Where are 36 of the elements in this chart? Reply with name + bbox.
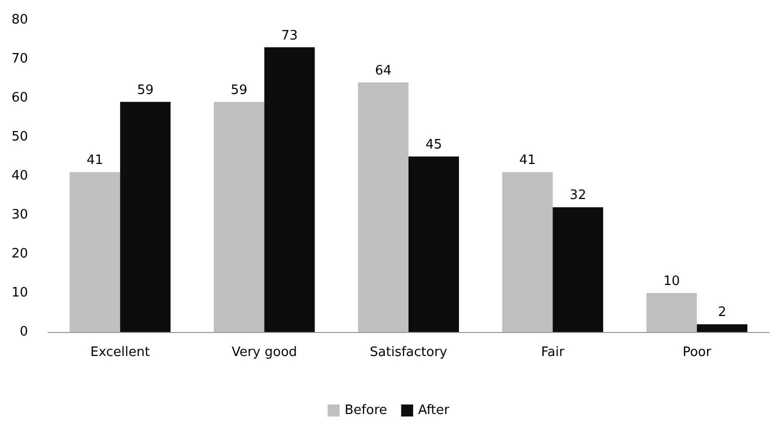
bar (696, 324, 748, 332)
bar (552, 207, 604, 332)
legend-label: Before (344, 403, 388, 418)
data-label: 45 (425, 138, 442, 152)
data-label: 41 (519, 153, 536, 168)
x-tick-label: Fair (541, 345, 565, 360)
data-label: 10 (663, 274, 680, 289)
x-tick-label: Poor (682, 345, 712, 360)
y-tick-label: 30 (11, 208, 28, 222)
data-label: 59 (230, 82, 248, 98)
y-tick-label: 80 (11, 12, 28, 28)
y-tick-label: 0 (20, 324, 28, 340)
legend-label: After (418, 403, 450, 418)
bar (70, 172, 120, 332)
y-tick-label: 60 (11, 90, 28, 106)
bar (214, 102, 264, 332)
data-label: 41 (86, 153, 104, 168)
x-tick-label: Excellent (90, 345, 150, 360)
data-label: 64 (374, 63, 392, 78)
x-tick-label: Satisfactory (370, 345, 448, 360)
y-tick-label: 20 (11, 246, 28, 262)
x-tick-label: Very good (232, 345, 298, 360)
data-label: 2 (718, 305, 726, 320)
bar (120, 102, 171, 332)
y-tick-label: 10 (11, 286, 28, 300)
data-label: 32 (570, 188, 586, 204)
bar (408, 156, 459, 332)
y-tick-label: 70 (11, 52, 28, 66)
bar (646, 293, 697, 332)
y-tick-label: 50 (11, 130, 28, 144)
bar (264, 47, 315, 332)
y-tick-label: 40 (11, 168, 28, 184)
bar (358, 82, 408, 332)
bar (502, 172, 553, 332)
data-label: 59 (137, 82, 154, 98)
data-label: 73 (281, 28, 298, 44)
